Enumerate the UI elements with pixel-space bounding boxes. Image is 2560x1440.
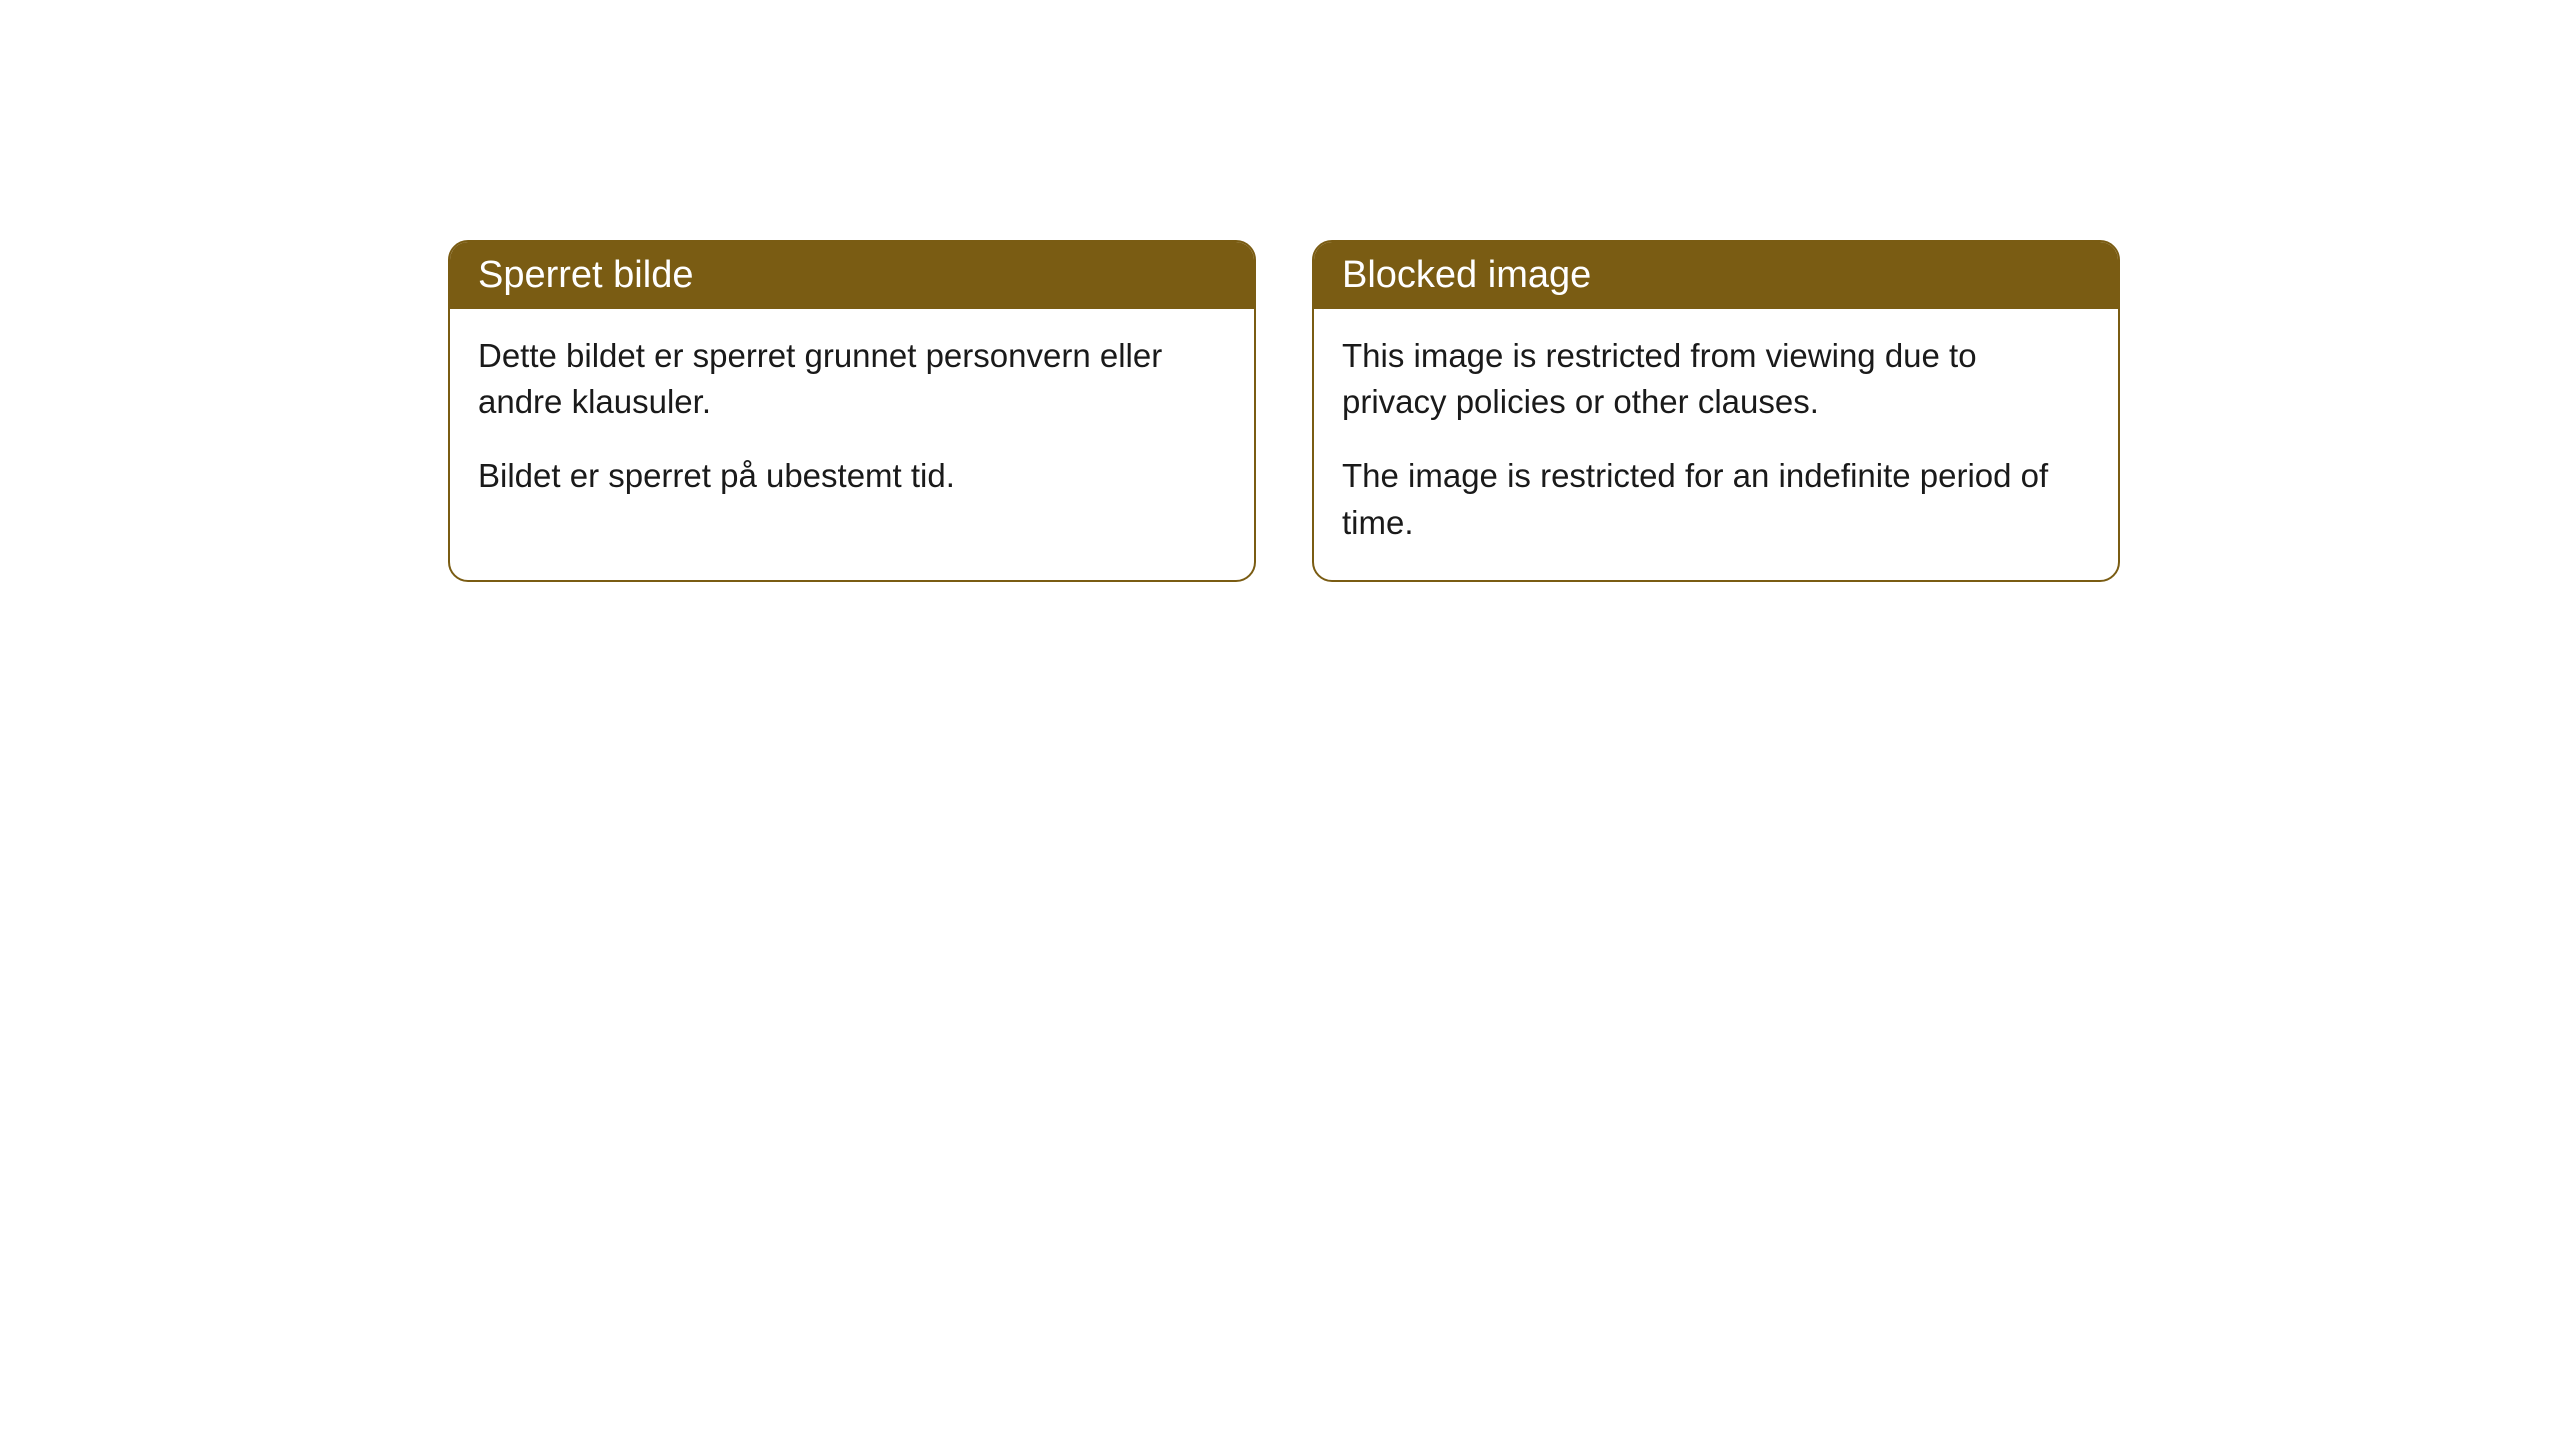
notice-header: Blocked image — [1314, 242, 2118, 309]
notice-body: This image is restricted from viewing du… — [1314, 309, 2118, 580]
notice-card-english: Blocked image This image is restricted f… — [1312, 240, 2120, 582]
notice-header: Sperret bilde — [450, 242, 1254, 309]
notice-paragraph: The image is restricted for an indefinit… — [1342, 453, 2090, 545]
notice-paragraph: Bildet er sperret på ubestemt tid. — [478, 453, 1226, 499]
notice-title: Blocked image — [1342, 254, 1591, 296]
notice-body: Dette bildet er sperret grunnet personve… — [450, 309, 1254, 534]
notice-container: Sperret bilde Dette bildet er sperret gr… — [0, 0, 2560, 582]
notice-paragraph: This image is restricted from viewing du… — [1342, 333, 2090, 425]
notice-title: Sperret bilde — [478, 254, 693, 296]
notice-paragraph: Dette bildet er sperret grunnet personve… — [478, 333, 1226, 425]
notice-card-norwegian: Sperret bilde Dette bildet er sperret gr… — [448, 240, 1256, 582]
